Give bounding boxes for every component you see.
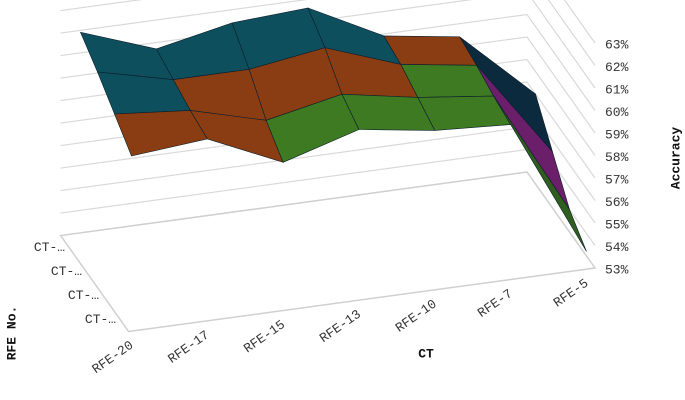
x-tick-label: RFE-20 [89, 338, 136, 377]
grid-line [60, 171, 596, 269]
x-tick-label: RFE-13 [317, 307, 364, 346]
y-tick-label: 63% [605, 37, 629, 52]
y-tick-label: 59% [605, 127, 629, 142]
surface-patch [114, 110, 208, 157]
surface-patch [79, 31, 174, 81]
y-tick-label: 55% [605, 217, 629, 232]
x-axis-title: CT [418, 346, 434, 361]
series-label: CT-… [85, 312, 116, 327]
y-tick-label: 54% [605, 240, 629, 255]
y-tick-label: 61% [605, 82, 629, 97]
x-tick-label: RFE-15 [241, 317, 288, 356]
series-label: CT-… [51, 264, 82, 279]
x-tick-label: RFE-17 [165, 327, 212, 366]
grid-line [60, 148, 596, 246]
x-tick-label: RFE-5 [551, 276, 592, 311]
z-axis-title: RFE No. [4, 306, 19, 361]
y-tick-label: 62% [605, 60, 629, 75]
y-axis-title: Accuracy [668, 127, 683, 190]
series-label: CT-… [68, 288, 99, 303]
x-tick-label: RFE-7 [475, 286, 516, 321]
y-tick-label: 58% [605, 150, 629, 165]
y-tick-label: 60% [605, 105, 629, 120]
surface-patch [493, 95, 587, 252]
grid-line [60, 0, 596, 44]
y-tick-label: 56% [605, 195, 629, 210]
y-tick-label: 57% [605, 172, 629, 187]
series-label: CT-… [34, 240, 65, 255]
grid-line [60, 0, 596, 66]
y-tick-label: 53% [605, 262, 629, 277]
x-tick-label: RFE-10 [393, 296, 440, 335]
floor [59, 171, 597, 333]
